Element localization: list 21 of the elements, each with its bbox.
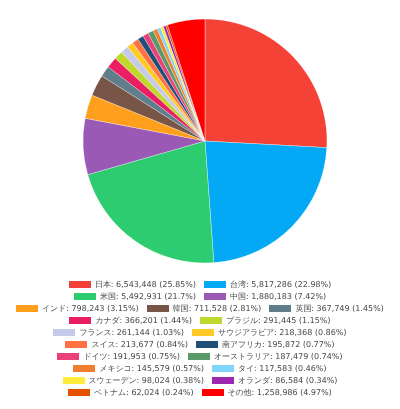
legend-label: 英国: 367,749 (1.45%): [295, 303, 384, 314]
legend-label: フランス: 261,144 (1.03%): [79, 327, 184, 338]
legend-label: メキシコ: 145,579 (0.57%): [99, 363, 204, 374]
legend-label: オーストラリア: 187,479 (0.74%): [214, 351, 343, 362]
legend-label: サウジアラビア: 218,368 (0.86%): [218, 327, 347, 338]
legend-label: 南アフリカ: 195,872 (0.77%): [222, 339, 335, 350]
legend-label: 韓国: 711,528 (2.81%): [172, 303, 262, 314]
legend-label: ベトナム: 62,024 (0.24%): [94, 387, 194, 398]
legend-label: スウェーデン: 98,024 (0.38%): [88, 375, 204, 386]
legend-label: オランダ: 86,584 (0.34%): [238, 375, 338, 386]
legend-label: インド: 798,243 (3.15%): [42, 303, 139, 314]
legend-label: その他: 1,258,986 (4.97%): [228, 387, 332, 398]
legend-label: 米国: 5,492,931 (21.7%): [100, 291, 196, 302]
legend-label: 台湾: 5,817,286 (22.98%): [230, 279, 332, 290]
legend-label: ブラジル: 291,445 (1.15%): [226, 315, 331, 326]
legend-label: スイス: 213,677 (0.84%): [91, 339, 188, 350]
legend-label: 中国: 1,880,183 (7.42%): [230, 291, 326, 302]
legend-label: ドイツ: 191,953 (0.75%): [83, 351, 180, 362]
legend-label: カナダ: 366,201 (1.44%): [95, 315, 192, 326]
legend-label: 日本: 6,543,448 (25.85%): [94, 279, 196, 290]
legend-label: タイ: 117,583 (0.46%): [238, 363, 327, 374]
